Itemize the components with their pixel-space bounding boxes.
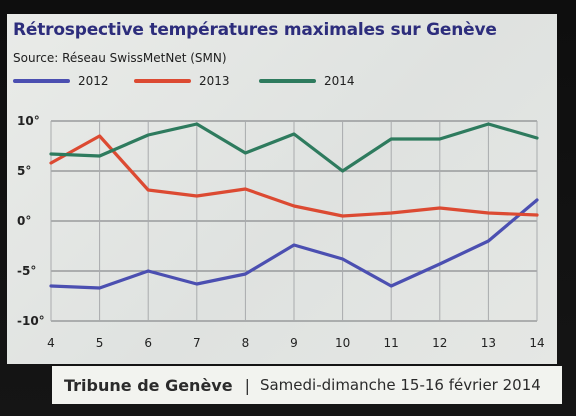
x-tick-label-10: 14 bbox=[529, 336, 544, 350]
legend-swatch-2012 bbox=[13, 79, 70, 83]
legend-item-2012: 2012 bbox=[13, 70, 109, 92]
x-tick-label-6: 10 bbox=[335, 336, 350, 350]
x-tick-label-7: 11 bbox=[384, 336, 399, 350]
x-tick-label-0: 4 bbox=[47, 336, 55, 350]
x-tick-label-8: 12 bbox=[432, 336, 447, 350]
y-tick-label-2: 0° bbox=[17, 214, 31, 228]
x-tick-label-1: 5 bbox=[96, 336, 104, 350]
legend-label-2012: 2012 bbox=[78, 74, 109, 88]
legend-label-2013: 2013 bbox=[199, 74, 230, 88]
x-tick-label-3: 7 bbox=[193, 336, 201, 350]
publication-footer: Tribune de Genève | Samedi-dimanche 15-1… bbox=[52, 366, 562, 404]
publication-name: Tribune de Genève bbox=[64, 375, 233, 395]
legend-label-2014: 2014 bbox=[324, 74, 355, 88]
legend-item-2013: 2013 bbox=[134, 70, 230, 92]
x-tick-label-4: 8 bbox=[242, 336, 250, 350]
chart-card: Rétrospective températures maximales sur… bbox=[7, 14, 557, 364]
legend-item-2014: 2014 bbox=[259, 70, 355, 92]
series-line-2014 bbox=[49, 122, 539, 173]
y-tick-label-4: -10° bbox=[17, 314, 45, 328]
chart-source: Source: Réseau SwissMetNet (SMN) bbox=[13, 51, 227, 65]
y-tick-label-1: 5° bbox=[17, 164, 31, 178]
x-tick-label-2: 6 bbox=[144, 336, 152, 350]
x-tick-label-9: 13 bbox=[481, 336, 496, 350]
y-tick-label-3: -5° bbox=[17, 264, 36, 278]
legend-swatch-2014 bbox=[259, 79, 316, 83]
x-tick-label-5: 9 bbox=[290, 336, 298, 350]
footer-separator: | bbox=[244, 375, 250, 395]
series-line-2012 bbox=[49, 198, 539, 290]
y-tick-label-0: 10° bbox=[17, 114, 40, 128]
legend-swatch-2013 bbox=[134, 79, 191, 83]
chart-legend: 2012 2013 2014 bbox=[7, 70, 557, 92]
chart-title: Rétrospective températures maximales sur… bbox=[13, 20, 497, 40]
series-line-2013 bbox=[49, 134, 539, 218]
publication-date: Samedi-dimanche 15-16 février 2014 bbox=[259, 376, 541, 394]
line-chart: 10° 5° 0° -5° -10°4 5 6 7 8 9 10 11 12 13 14 bbox=[17, 114, 545, 350]
